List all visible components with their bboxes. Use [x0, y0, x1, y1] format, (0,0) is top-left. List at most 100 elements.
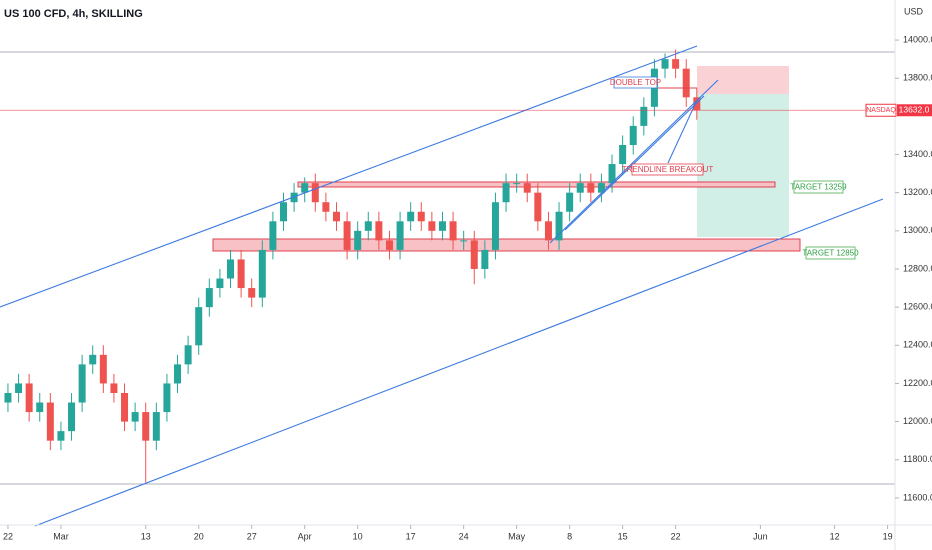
candle-body — [322, 202, 330, 212]
x-tick-label: 19 — [883, 531, 893, 541]
candle-body — [248, 288, 256, 298]
candle-body — [57, 431, 65, 441]
candle-body — [629, 125, 637, 145]
wedge-lower — [564, 95, 705, 231]
candle-body — [491, 202, 499, 250]
annotation-box — [793, 180, 844, 194]
candle-body — [279, 202, 287, 222]
candle-body — [15, 383, 23, 393]
x-tick-label: 27 — [247, 531, 257, 541]
candle-body — [417, 211, 425, 222]
candle-body — [438, 221, 446, 231]
candle-body — [174, 364, 182, 384]
candle-body — [364, 221, 372, 231]
candle-body — [216, 278, 224, 289]
x-tick-label: May — [508, 531, 526, 541]
candle-body — [576, 183, 584, 193]
candle-body — [142, 412, 150, 441]
x-tick-label: 15 — [618, 531, 628, 541]
trendlines — [0, 45, 884, 527]
candle-body — [68, 402, 76, 432]
y-tick-label: 14000.0 — [903, 34, 932, 44]
price-label: 13632.0 — [899, 105, 930, 115]
x-tick-label: Mar — [53, 531, 69, 541]
y-tick-label: 12600.0 — [903, 302, 932, 312]
candle-body — [131, 412, 139, 422]
symbol-box — [865, 103, 897, 117]
candle-body — [597, 183, 605, 193]
lower-channel — [34, 198, 884, 527]
chart-title: US 100 CFD, 4h, SKILLING — [4, 8, 143, 20]
annotation: TRENDLINE BREAKOUT — [622, 165, 714, 174]
candle-body — [513, 183, 521, 185]
candle-body — [566, 192, 574, 212]
candle-body — [661, 59, 669, 69]
candle-body — [375, 221, 383, 241]
support-zone — [212, 238, 801, 252]
y-tick-label: 13200.0 — [903, 187, 932, 197]
candle-body — [332, 211, 340, 222]
x-tick-label: Jun — [753, 531, 768, 541]
y-tick-label: 13400.0 — [903, 149, 932, 159]
x-tick-label: 22 — [671, 531, 681, 541]
candle-body — [608, 164, 616, 184]
candle-body — [396, 221, 404, 250]
y-tick-label: 12200.0 — [903, 378, 932, 388]
candle-body — [640, 106, 648, 126]
target-zone — [697, 94, 789, 237]
symbol-label: NASDAQ — [866, 107, 896, 114]
x-tick-label: 17 — [406, 531, 416, 541]
candle-body — [301, 183, 309, 193]
upper-channel — [0, 45, 698, 308]
x-tick-label: 10 — [353, 531, 363, 541]
candle-body — [619, 144, 627, 165]
candle-body — [163, 383, 171, 413]
candle-body — [587, 183, 595, 193]
x-tick-label: 20 — [194, 531, 204, 541]
annotation: DOUBLE TOP — [610, 78, 661, 87]
y-tick-label: 12800.0 — [903, 263, 932, 273]
y-tick-label: 12000.0 — [903, 416, 932, 426]
y-tick-label: 11600.0 — [903, 492, 932, 502]
annotation-box — [631, 163, 704, 176]
candle-body — [470, 240, 478, 269]
candle-body — [428, 221, 436, 231]
candle-body — [354, 230, 362, 250]
price-box — [897, 104, 932, 117]
stop-zone — [697, 66, 789, 94]
annotation-box — [805, 246, 856, 260]
y-tick-label: 13000.0 — [903, 225, 932, 235]
candle-body — [99, 354, 107, 384]
candle-body — [78, 364, 86, 403]
candle-body — [25, 383, 33, 413]
candle-body — [89, 354, 97, 365]
currency-label: USD — [904, 6, 924, 16]
resistance-zone — [297, 181, 776, 188]
x-tick-label: 22 — [3, 531, 13, 541]
wedge-upper — [549, 79, 719, 244]
candle-body — [449, 221, 457, 241]
candle-body — [110, 383, 118, 393]
candle-body — [523, 183, 531, 193]
x-tick-label: 13 — [141, 531, 151, 541]
candle-body — [205, 288, 213, 308]
candle-body — [227, 259, 235, 279]
candle-body — [184, 345, 192, 365]
candle-body — [121, 392, 129, 422]
candle-body — [534, 192, 542, 222]
x-tick-label: 8 — [567, 531, 572, 541]
candle-body — [237, 259, 245, 289]
candle-body — [46, 402, 54, 441]
annotation: TARGET 13259 — [790, 183, 847, 192]
x-tick-label: 12 — [830, 531, 840, 541]
candle-body — [152, 412, 160, 441]
candle-body — [195, 307, 203, 346]
candle-body — [407, 211, 415, 222]
candle-body — [311, 183, 319, 203]
candle-body — [544, 221, 552, 241]
candle-body — [258, 249, 266, 298]
candle-body — [343, 221, 351, 250]
candle-body — [4, 392, 12, 403]
